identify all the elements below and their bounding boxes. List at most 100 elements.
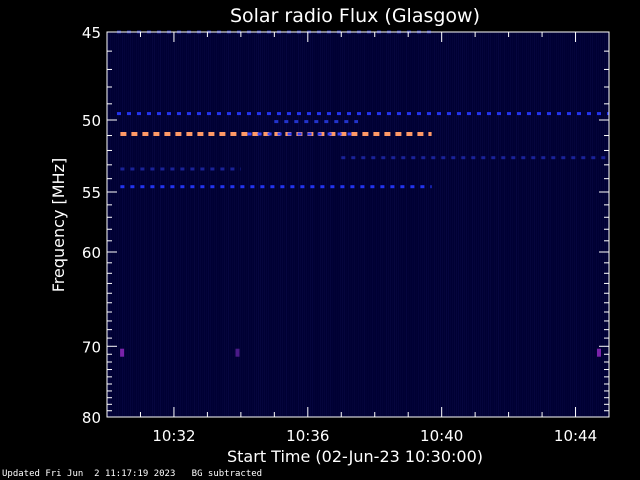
stripe [498, 33, 499, 416]
stripe [354, 33, 355, 416]
plot-area [107, 32, 609, 417]
band-segment [527, 112, 531, 116]
stripe [604, 33, 605, 416]
stripe [292, 33, 293, 416]
band-segment [324, 120, 329, 124]
stripe [520, 33, 521, 416]
stripe [576, 33, 577, 416]
stripe [274, 33, 275, 416]
spectrogram-stripes [108, 33, 609, 416]
stripe [396, 33, 397, 416]
band-segment [371, 156, 376, 160]
stripe [414, 33, 415, 416]
stripe [356, 33, 357, 416]
band-segment [329, 132, 336, 136]
band-segment [337, 132, 342, 136]
band-segment [160, 167, 165, 171]
band-segment [357, 112, 361, 116]
stripe [540, 33, 541, 416]
stripe [314, 33, 315, 416]
stripe [234, 33, 235, 416]
stripe [566, 33, 567, 416]
band-segment [577, 112, 581, 116]
stripe [114, 33, 115, 416]
stripe [418, 33, 419, 416]
band-segment [461, 156, 466, 160]
stripe [200, 33, 201, 416]
stripe [350, 33, 351, 416]
stripe [222, 33, 223, 416]
band-segment [477, 112, 481, 116]
stripe [178, 33, 179, 416]
stripe [294, 33, 295, 416]
band-segment [487, 112, 491, 116]
emission-spot [597, 348, 601, 357]
stripe [136, 33, 137, 416]
stripe [108, 33, 109, 416]
band-segment [351, 132, 358, 136]
stripe [338, 33, 339, 416]
stripe [120, 33, 121, 416]
stripe [376, 33, 377, 416]
band-segment [428, 132, 432, 136]
band-segment [391, 156, 396, 160]
band-segment [360, 185, 365, 189]
stripe [412, 33, 413, 416]
band-segment [537, 112, 541, 116]
stripe [170, 33, 171, 416]
band-segment [601, 156, 606, 160]
stripe [282, 33, 283, 416]
stripe [112, 33, 113, 416]
band-segment [267, 112, 271, 116]
band-segment [219, 132, 226, 136]
stripe [172, 33, 173, 416]
band-segment [417, 132, 424, 136]
stripe [192, 33, 193, 416]
band-segment [210, 185, 215, 189]
stripe [196, 33, 197, 416]
stripe [570, 33, 571, 416]
stripe [208, 33, 209, 416]
stripe [206, 33, 207, 416]
stripe [452, 33, 453, 416]
y-tick-label: 45 [82, 24, 101, 42]
band-segment [240, 185, 245, 189]
stripe [244, 33, 245, 416]
stripe [306, 33, 307, 416]
band-segment [210, 167, 215, 171]
band-segment [297, 112, 301, 116]
band-segment [175, 132, 182, 136]
stripe [602, 33, 603, 416]
stripe [496, 33, 497, 416]
band-segment [361, 156, 366, 160]
x-tick-label: 10:44 [554, 427, 597, 445]
stripe [380, 33, 381, 416]
stripe [242, 33, 243, 416]
stripe [126, 33, 127, 416]
stripe [504, 33, 505, 416]
band-segment [250, 185, 255, 189]
band-segment [177, 112, 181, 116]
stripe [462, 33, 463, 416]
stripe [124, 33, 125, 416]
band-segment [130, 167, 135, 171]
band-segment [401, 156, 406, 160]
stripe [190, 33, 191, 416]
band-segment [190, 185, 195, 189]
band-segment [280, 185, 285, 189]
stripe [322, 33, 323, 416]
band-segment [373, 132, 380, 136]
stripe [154, 33, 155, 416]
stripe [176, 33, 177, 416]
band-segment [431, 156, 436, 160]
stripe [486, 33, 487, 416]
stripe [384, 33, 385, 416]
band-segment [317, 132, 322, 136]
band-segment [186, 132, 193, 136]
band-segment [237, 112, 241, 116]
band-segment [427, 112, 431, 116]
stripe [346, 33, 347, 416]
stripe [186, 33, 187, 416]
band-segment [117, 112, 121, 116]
stripe [438, 33, 439, 416]
